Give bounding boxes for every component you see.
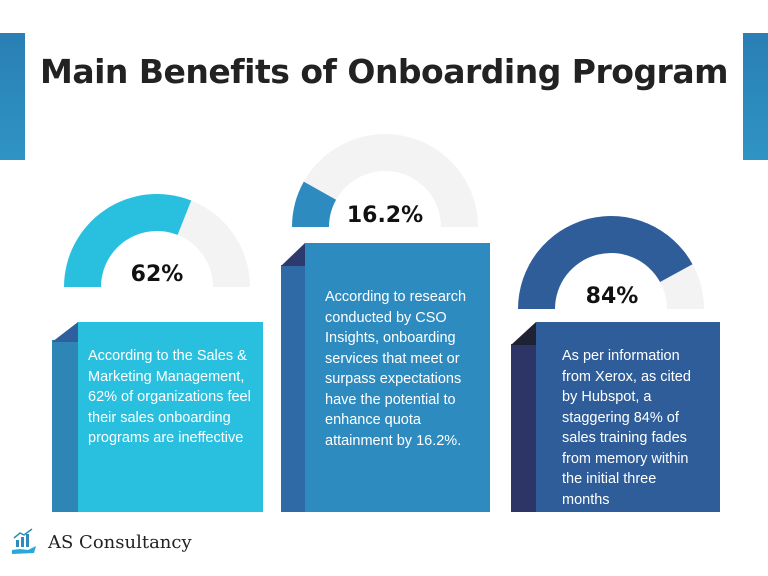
gauge-84 (518, 216, 704, 309)
percent-label: 62% (130, 262, 184, 287)
card-fold (281, 243, 305, 266)
card-side-strip (281, 265, 305, 512)
card-side-strip (511, 344, 536, 512)
left-accent-bar (0, 33, 25, 160)
gauge-62 (64, 194, 250, 287)
right-accent-bar (743, 33, 768, 160)
card-62: According to the Sales & Marketing Manag… (78, 322, 263, 512)
card-fold (52, 322, 78, 342)
chart-hand-icon (12, 528, 36, 554)
card-text: According to the Sales & Marketing Manag… (88, 348, 251, 446)
gauge-16-2 (292, 133, 478, 227)
card-fold (511, 322, 536, 345)
gauge-track (303, 133, 478, 227)
card-84: As per information from Xerox, as cited … (536, 322, 720, 512)
gauge-fill (518, 216, 693, 309)
gauge-track (660, 264, 704, 309)
card-16-2: According to research conducted by CSO I… (305, 243, 490, 512)
card-text: According to research conducted by CSO I… (325, 289, 467, 449)
gauge-fill (64, 194, 192, 287)
gauge-track (177, 200, 250, 287)
percent-label: 84% (585, 284, 639, 309)
gauge-fill (292, 181, 337, 227)
brand-name: AS Consultancy (48, 532, 192, 553)
card-text: As per information from Xerox, as cited … (562, 348, 691, 508)
page-title: Main Benefits of Onboarding Program (39, 52, 729, 91)
card-side-strip (52, 340, 78, 512)
percent-label: 16.2% (346, 203, 424, 228)
